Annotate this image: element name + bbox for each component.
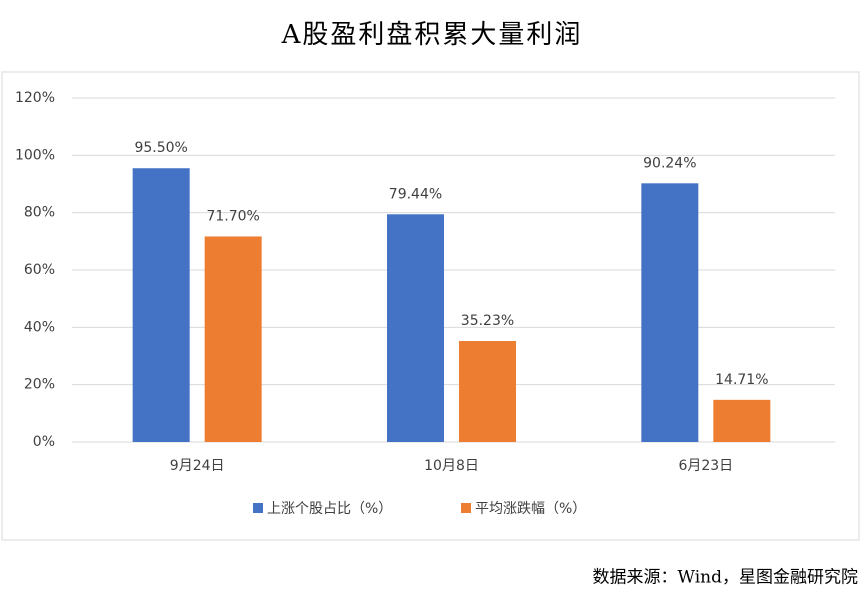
y-tick-label: 60%: [24, 262, 55, 278]
bar: [132, 168, 190, 442]
legend-label: 上涨个股占比（%）: [267, 501, 392, 517]
bar: [204, 236, 262, 442]
source-note: 数据来源：Wind，星图金融研究院: [593, 568, 858, 588]
data-label: 95.50%: [134, 140, 187, 156]
y-tick-label: 80%: [24, 205, 55, 221]
data-label: 35.23%: [461, 313, 514, 329]
bar: [641, 183, 699, 442]
data-label: 79.44%: [389, 186, 442, 202]
y-tick-label: 120%: [15, 90, 55, 106]
legend-swatch: [253, 503, 263, 513]
bar: [387, 214, 444, 442]
data-label: 71.70%: [206, 208, 259, 224]
chart-title: A股盈利盘积累大量利润: [281, 20, 583, 50]
bar: [713, 399, 771, 442]
data-label: 14.71%: [715, 372, 768, 388]
x-tick-label: 6月23日: [678, 458, 733, 474]
y-tick-label: 100%: [15, 147, 55, 163]
legend-label: 平均涨跌幅（%）: [475, 501, 586, 517]
y-tick-label: 0%: [33, 434, 55, 450]
x-tick-label: 9月24日: [170, 458, 225, 474]
data-label: 90.24%: [643, 155, 696, 171]
y-tick-label: 40%: [24, 319, 55, 335]
x-tick-label: 10月8日: [424, 458, 479, 474]
bar: [459, 341, 516, 442]
y-tick-label: 20%: [24, 377, 55, 393]
legend-swatch: [461, 503, 471, 513]
